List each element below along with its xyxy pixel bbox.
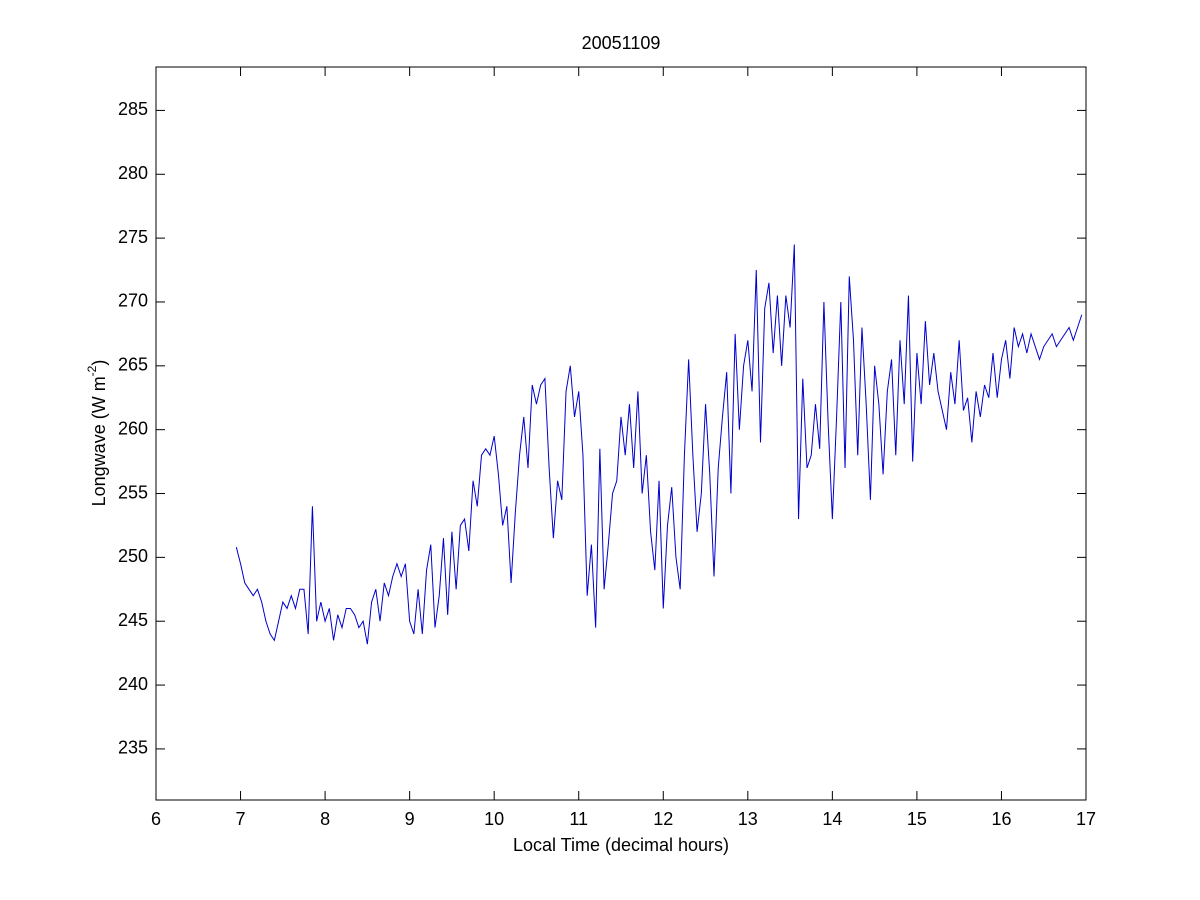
y-tick-label: 240 (118, 674, 148, 694)
x-tick-label: 7 (236, 809, 246, 829)
x-tick-label: 9 (405, 809, 415, 829)
y-tick-label: 275 (118, 227, 148, 247)
y-tick-label: 270 (118, 291, 148, 311)
x-tick-label: 11 (569, 809, 588, 829)
x-tick-label: 10 (484, 809, 504, 829)
x-tick-label: 8 (320, 809, 330, 829)
y-tick-label: 285 (118, 99, 148, 119)
y-axis-label-superscript: -2 (85, 365, 99, 376)
y-tick-label: 260 (118, 418, 148, 438)
x-tick-label: 17 (1076, 809, 1096, 829)
y-tick-label: 250 (118, 546, 148, 566)
x-tick-label: 12 (653, 809, 673, 829)
x-tick-label: 13 (738, 809, 758, 829)
plot-frame (155, 66, 1087, 801)
data-line (235, 244, 1083, 645)
y-axis-label: Longwave (W m-2) (85, 360, 109, 507)
x-tick-label: 14 (822, 809, 842, 829)
x-tick-label: 6 (151, 809, 161, 829)
y-tick-label: 280 (118, 163, 148, 183)
y-tick-label: 265 (118, 355, 148, 375)
y-tick-label: 235 (118, 738, 148, 758)
x-tick-label: 15 (907, 809, 927, 829)
x-axis-label: Local Time (decimal hours) (513, 835, 729, 855)
x-tick-label: 16 (991, 809, 1011, 829)
chart-title: 20051109 (582, 33, 661, 53)
y-axis-label-text: Longwave (W m (89, 376, 109, 506)
y-tick-label: 245 (118, 610, 148, 630)
y-axis-label-suffix: ) (89, 360, 109, 366)
y-tick-label: 255 (118, 482, 148, 502)
